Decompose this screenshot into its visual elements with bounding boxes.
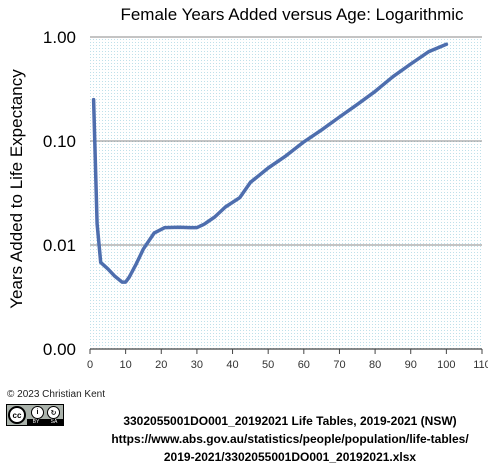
x-tick-label: 80 — [369, 359, 381, 371]
license-bar: BY SA — [27, 419, 63, 425]
x-tick-label: 90 — [405, 359, 417, 371]
sa-icon: ↻ — [47, 406, 60, 419]
x-tick-label: 70 — [333, 359, 345, 371]
source-line-2[interactable]: https://www.abs.gov.au/statistics/people… — [111, 432, 469, 446]
x-tick-label: 100 — [437, 359, 455, 371]
source-line-3[interactable]: 2019-2021/3302055001DO001_20192021.xlsx — [163, 450, 417, 464]
y-tick-label: 0.01 — [43, 236, 76, 255]
chart-title: Female Years Added versus Age: Logarithm… — [120, 5, 464, 24]
by-icon: i — [31, 406, 44, 419]
y-tick-label: 0.10 — [43, 132, 76, 151]
plot-area — [90, 37, 482, 349]
license-badge: cc i ↻ BY SA — [6, 404, 64, 426]
x-tick-label: 0 — [87, 359, 93, 371]
source-line-1: 3302055001DO001_20192021 Life Tables, 20… — [123, 414, 457, 428]
series-line — [91, 42, 449, 284]
source-citation: 3302055001DO001_20192021 Life Tables, 20… — [95, 412, 485, 466]
grid — [90, 36, 482, 350]
y-axis-label: Years Added to Life Expectancy — [7, 69, 26, 309]
x-tick-label: 20 — [155, 359, 167, 371]
x-tick-label: 60 — [298, 359, 310, 371]
by-label: BY — [32, 419, 40, 425]
x-tick-label: 50 — [262, 359, 274, 371]
x-tick-labels: 0 10 20 30 40 50 60 70 80 90 100 110 — [87, 349, 488, 371]
y-tick-label: 0.00 — [43, 340, 76, 359]
cc-icon: cc — [8, 406, 26, 424]
x-tick-label: 10 — [120, 359, 132, 371]
x-tick-label: 110 — [473, 359, 488, 371]
copyright-text: © 2023 Christian Kent — [7, 389, 105, 400]
x-tick-label: 40 — [226, 359, 238, 371]
y-tick-labels: 0.00 0.01 0.10 1.00 — [43, 28, 76, 359]
x-tick-label: 30 — [191, 359, 203, 371]
y-tick-label: 1.00 — [43, 28, 76, 47]
sa-label: SA — [50, 419, 58, 425]
